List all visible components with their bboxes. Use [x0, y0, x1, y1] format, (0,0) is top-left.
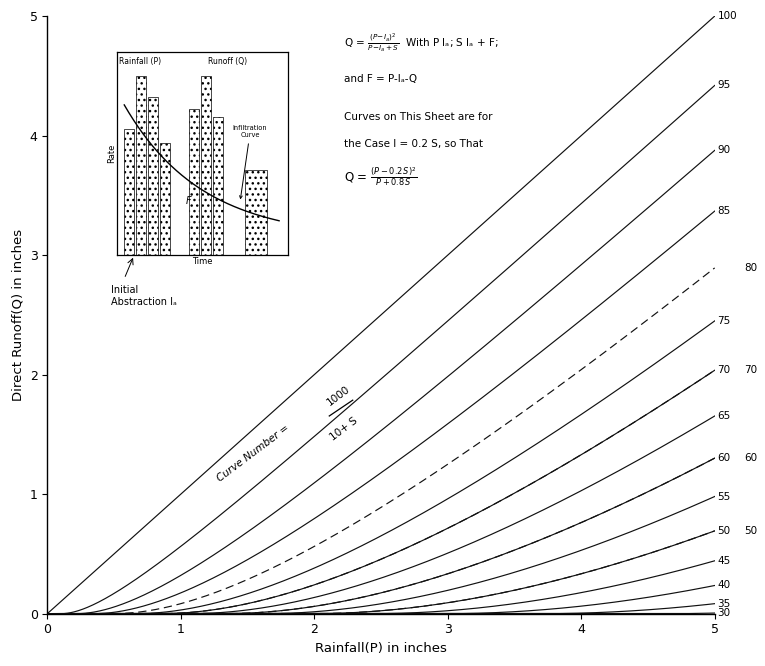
Text: Curves on This Sheet are for: Curves on This Sheet are for — [344, 112, 493, 122]
Text: 55: 55 — [718, 492, 731, 501]
Text: 60: 60 — [718, 453, 731, 463]
Text: 40: 40 — [718, 581, 731, 591]
Text: 30: 30 — [718, 608, 731, 618]
Text: 75: 75 — [718, 316, 731, 326]
Text: 95: 95 — [718, 81, 731, 91]
Text: 65: 65 — [718, 411, 731, 421]
Text: 50: 50 — [718, 526, 731, 536]
Text: 85: 85 — [718, 206, 731, 216]
Y-axis label: Direct Runoff(Q) in inches: Direct Runoff(Q) in inches — [11, 229, 24, 401]
Text: 45: 45 — [718, 556, 731, 566]
Text: 70: 70 — [718, 365, 731, 375]
Text: Initial
Abstraction Iₐ: Initial Abstraction Iₐ — [111, 285, 177, 306]
Text: 70: 70 — [744, 365, 757, 375]
Text: 35: 35 — [718, 599, 731, 609]
Text: 10+ S: 10+ S — [328, 415, 360, 442]
Text: and F = P-Iₐ-Q: and F = P-Iₐ-Q — [344, 74, 418, 84]
Text: Q = $\frac{(P\!-\!I_a)^2}{P\!-\!I_a + S}$  With P Iₐ; S Iₐ + F;: Q = $\frac{(P\!-\!I_a)^2}{P\!-\!I_a + S}… — [344, 31, 499, 53]
Text: Q = $\frac{(P - 0.2\,S)^2}{P + 0.8\,S}$: Q = $\frac{(P - 0.2\,S)^2}{P + 0.8\,S}$ — [344, 165, 418, 188]
Text: 100: 100 — [718, 11, 737, 21]
Text: Curve Number =: Curve Number = — [215, 421, 294, 484]
Text: 60: 60 — [744, 453, 757, 463]
Text: the Case I = 0.2 S, so That: the Case I = 0.2 S, so That — [344, 139, 483, 149]
Text: 80: 80 — [744, 263, 757, 273]
X-axis label: Rainfall(P) in inches: Rainfall(P) in inches — [315, 642, 447, 655]
Text: 90: 90 — [718, 145, 731, 155]
Text: 50: 50 — [744, 526, 757, 536]
Text: 1000: 1000 — [325, 384, 352, 408]
